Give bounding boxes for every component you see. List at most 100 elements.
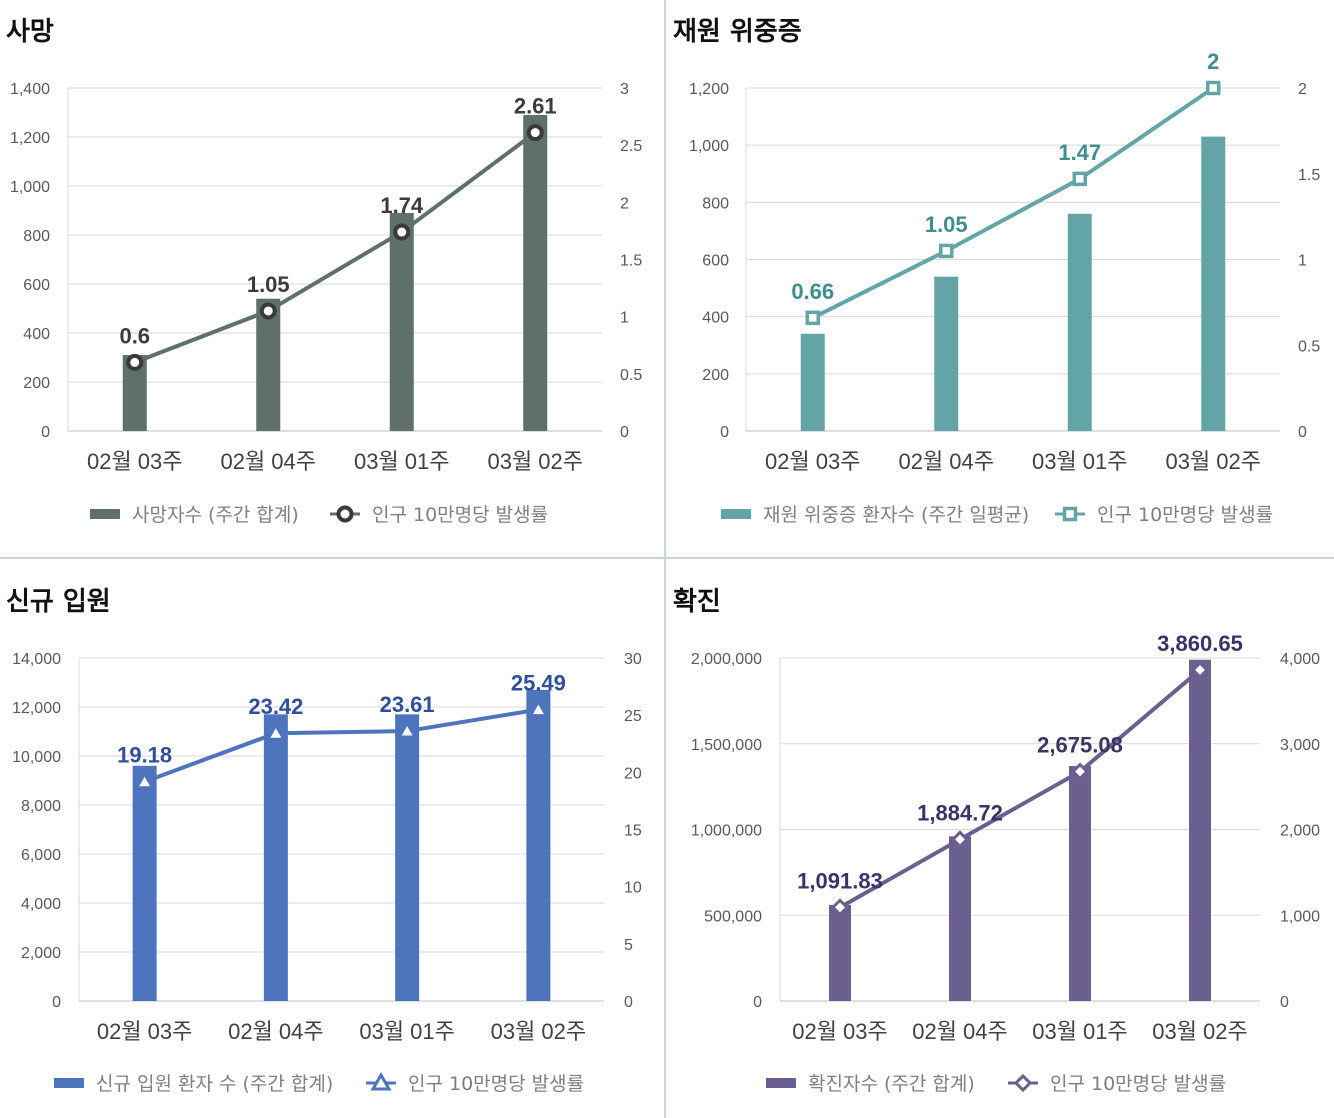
deaths-left-tick-label: 800 [23, 228, 50, 245]
deaths-legend-marker [336, 505, 354, 523]
deaths-legend-bar-swatch [90, 509, 120, 519]
chart-panel-critical: 재원 위중증 0 200 400 600 800 1,000 1,200 0 0.5 1 1.5 2 02… [667, 0, 1334, 559]
critical-legend-line-label: 인구 10만명당 발생률 [1097, 504, 1273, 526]
confirmed-right-tick-label: 3,000 [1280, 737, 1320, 754]
deaths-data-label: 2.61 [514, 94, 557, 119]
confirmed-bar [829, 904, 851, 1001]
deaths-category-label: 03월 01주 [354, 449, 450, 474]
confirmed-data-label: 1,884.72 [917, 800, 1003, 825]
deaths-left-tick-label: 600 [23, 277, 50, 294]
confirmed-right-tick-label: 4,000 [1280, 651, 1320, 668]
admissions-right-tick-label: 5 [624, 937, 633, 954]
critical-data-label: 1.05 [925, 212, 968, 237]
admissions-rate-marker [265, 722, 287, 741]
critical-right-tick-label: 1 [1298, 253, 1307, 270]
confirmed-rate-line [839, 668, 1202, 910]
critical-legend-marker [1062, 506, 1078, 522]
admissions-right-tick-label: 0 [624, 994, 633, 1011]
critical-bar [934, 276, 959, 431]
admissions-left-tick-label: 10,000 [12, 749, 61, 766]
confirmed-left-tick-label: 1,500,000 [691, 737, 762, 754]
confirmed-left-tick-label: 1,000,000 [691, 823, 762, 840]
deaths-right-tick-label: 2 [620, 195, 629, 212]
confirmed-chart: 확진 0 500,000 1,000,000 1,500,000 2,000,000 0 1,… [673, 587, 1320, 1095]
deaths-left-tick-label: 0 [41, 424, 50, 441]
admissions-legend-bar-swatch [54, 1078, 84, 1088]
admissions-left-tick-label: 0 [52, 994, 61, 1011]
admissions-legend-bar-label: 신규 입원 환자 수 (주간 합계) [96, 1073, 333, 1095]
admissions-data-label: 19.18 [117, 743, 172, 768]
admissions-data-label: 25.49 [511, 671, 566, 696]
deaths-rate-line [134, 130, 537, 365]
confirmed-data-label: 1,091.83 [797, 868, 883, 893]
admissions-rate-marker [527, 698, 549, 718]
deaths-chart-title: 사망 [6, 17, 54, 47]
critical-right-tick-label: 1.5 [1298, 167, 1320, 184]
chart-panel-deaths: 사망 0 200 400 600 800 1,000 1,200 1,400 0 0.5 1 1.5 2 2… [0, 0, 667, 559]
deaths-right-tick-label: 1.5 [620, 253, 642, 270]
admissions-rate-marker [396, 720, 418, 739]
confirmed-left-tick-label: 0 [753, 994, 762, 1011]
deaths-right-tick-label: 2.5 [620, 138, 642, 155]
confirmed-rate-marker [1190, 660, 1210, 680]
deaths-left-tick-label: 1,400 [10, 81, 50, 98]
confirmed-legend-bar-label: 확진자수 (주간 합계) [808, 1073, 975, 1095]
deaths-data-label: 0.6 [119, 323, 150, 348]
critical-data-label: 1.47 [1058, 140, 1101, 165]
deaths-rate-marker [526, 124, 544, 142]
confirmed-category-label: 03월 02주 [1152, 1019, 1248, 1044]
confirmed-bar [949, 836, 971, 1001]
critical-right-tick-label: 0.5 [1298, 338, 1320, 355]
confirmed-category-label: 02월 03주 [792, 1019, 888, 1044]
confirmed-right-tick-label: 0 [1280, 994, 1289, 1011]
deaths-left-tick-label: 200 [23, 375, 50, 392]
admissions-data-label: 23.61 [380, 692, 435, 717]
deaths-rate-marker [126, 353, 144, 371]
confirmed-category-label: 02월 04주 [912, 1019, 1008, 1044]
critical-category-label: 02월 04주 [898, 449, 994, 474]
confirmed-bar [1189, 659, 1211, 1001]
critical-left-tick-label: 1,000 [689, 138, 729, 155]
panel-divider-vertical [664, 0, 666, 1118]
critical-chart: 재원 위중증 0 200 400 600 800 1,000 1,200 0 0.5 1 1.5 2 02… [673, 17, 1320, 526]
critical-legend-bar-label: 재원 위중증 환자수 (주간 일평균) [763, 504, 1029, 526]
critical-left-tick-label: 1,200 [689, 81, 729, 98]
deaths-left-tick-label: 1,200 [10, 130, 50, 147]
deaths-category-label: 03월 02주 [487, 449, 583, 474]
admissions-category-label: 02월 04주 [228, 1019, 324, 1044]
deaths-rate-marker [259, 302, 277, 320]
deaths-category-label: 02월 03주 [87, 449, 183, 474]
critical-rate-marker [1206, 80, 1221, 96]
critical-right-tick-label: 2 [1298, 81, 1307, 98]
admissions-bar [526, 689, 551, 1001]
deaths-right-tick-label: 3 [620, 81, 629, 98]
critical-left-tick-label: 600 [702, 253, 729, 270]
critical-left-tick-label: 200 [702, 367, 729, 384]
critical-left-tick-label: 0 [720, 424, 729, 441]
admissions-legend-line-label: 인구 10만명당 발생률 [408, 1073, 584, 1095]
admissions-rate-marker [134, 770, 156, 790]
confirmed-left-tick-label: 500,000 [704, 908, 762, 925]
deaths-left-tick-label: 1,000 [10, 179, 50, 196]
critical-left-tick-label: 400 [702, 310, 729, 327]
admissions-left-tick-label: 12,000 [12, 700, 61, 717]
critical-category-label: 03월 01주 [1032, 449, 1128, 474]
admissions-left-tick-label: 2,000 [21, 945, 61, 962]
critical-category-label: 02월 03주 [765, 449, 861, 474]
deaths-bar [523, 114, 548, 431]
critical-bar [1201, 136, 1226, 431]
critical-left-tick-label: 800 [702, 195, 729, 212]
admissions-chart-title: 신규 입원 [6, 587, 111, 617]
confirmed-rate-marker [1070, 762, 1090, 781]
panel-divider-horizontal [0, 557, 1334, 559]
deaths-category-label: 02월 04주 [220, 449, 316, 474]
admissions-right-tick-label: 30 [624, 651, 642, 668]
critical-chart-title: 재원 위중증 [673, 17, 802, 47]
admissions-right-tick-label: 20 [624, 765, 642, 782]
deaths-data-label: 1.74 [380, 193, 424, 218]
admissions-category-label: 03월 01주 [359, 1019, 455, 1044]
critical-legend-bar-swatch [721, 509, 751, 519]
critical-data-label: 0.66 [791, 279, 834, 304]
confirmed-right-tick-label: 2,000 [1280, 823, 1320, 840]
admissions-left-tick-label: 4,000 [21, 896, 61, 913]
